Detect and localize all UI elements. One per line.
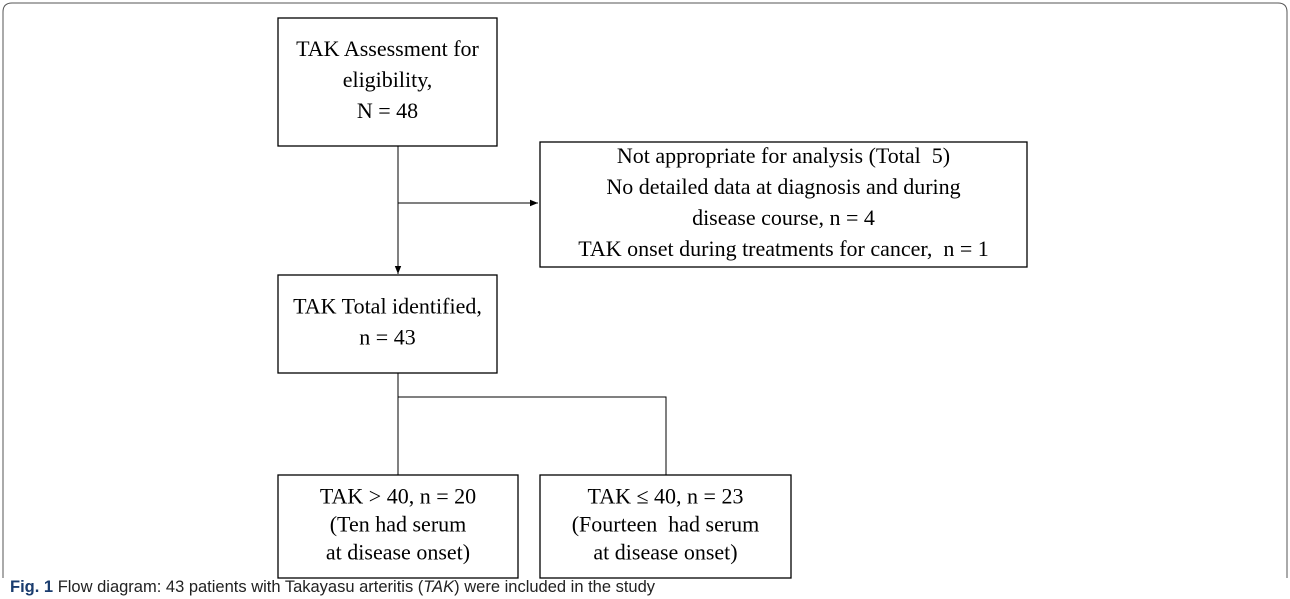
node-text: at disease onset)	[326, 540, 470, 565]
caption-text: ) were included in the study	[454, 578, 656, 596]
node-text: No detailed data at diagnosis and during	[606, 174, 960, 199]
node-text: (Fourteen had serum	[572, 512, 760, 537]
caption-emphasis: TAK	[423, 578, 455, 596]
figure-frame	[2, 2, 1288, 578]
node: TAK > 40, n = 20 (Ten had serum at disease…	[277, 474, 519, 579]
node-text: n = 43	[359, 325, 415, 350]
node-text: TAK onset during treatments for cancer, …	[578, 236, 989, 261]
node: TAK ≤ 40, n = 23 (Fourteen had serum at di…	[539, 474, 792, 579]
node-box	[539, 474, 792, 579]
node-box	[277, 17, 498, 147]
node-text: TAK > 40, n = 20	[320, 484, 476, 509]
connector	[398, 396, 667, 475]
node-text: N = 48	[357, 98, 418, 123]
node: Not appropriate for analysis (Total 5) No…	[539, 141, 1028, 268]
caption: Fig. 1 Flow diagram: 43 patients with Ta…	[10, 578, 655, 597]
node-text: at disease onset)	[593, 540, 737, 565]
node-text: TAK ≤ 40, n = 23	[588, 484, 744, 509]
node-box	[539, 141, 1028, 268]
nodes: TAK Assessment for eligibility, N = 48 Not …	[277, 17, 1028, 579]
node-box	[277, 474, 519, 579]
node-box	[277, 274, 498, 374]
caption-label: Fig. 1	[10, 578, 54, 596]
node-text: TAK Total identified,	[293, 294, 482, 319]
node-text: TAK Assessment for	[296, 36, 479, 61]
node-text: disease course, n = 4	[692, 205, 875, 230]
node-text: (Ten had serum	[330, 512, 467, 537]
caption-text: Flow diagram: 43 patients with Takayasu …	[57, 578, 424, 596]
node: TAK Total identified, n = 43	[277, 274, 498, 374]
node: TAK Assessment for eligibility, N = 48	[277, 17, 498, 147]
node-text: eligibility,	[343, 67, 433, 92]
node-text: Not appropriate for analysis (Total 5)	[617, 143, 950, 168]
